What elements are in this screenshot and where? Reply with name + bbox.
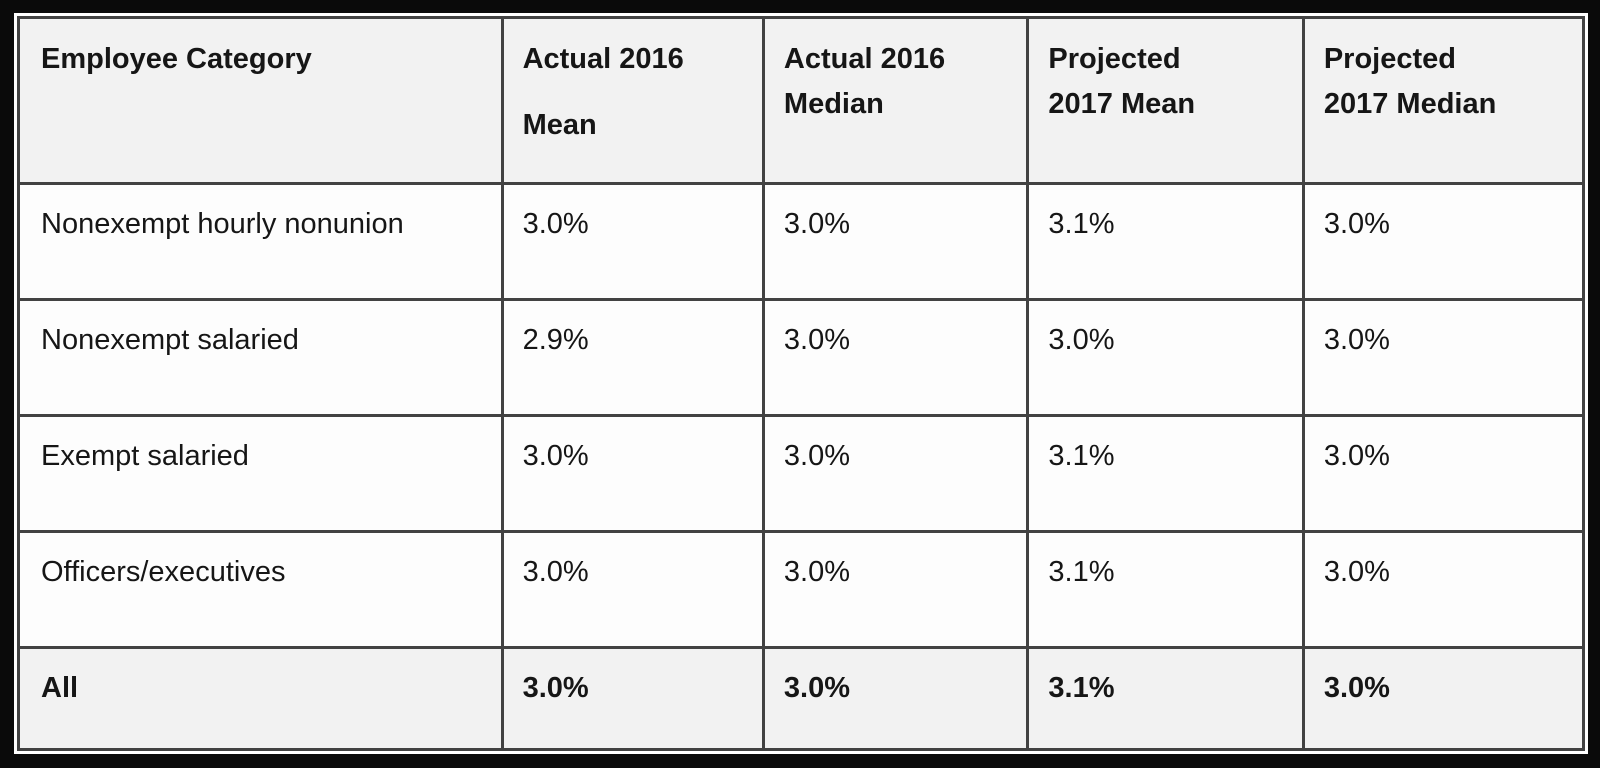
cell-projected-2017-mean: 3.1%	[1026, 646, 1305, 751]
cell-projected-2017-median: 3.0%	[1301, 414, 1586, 534]
cell-projected-2017-median: 3.0%	[1301, 646, 1586, 751]
header-label-line: Mean	[522, 109, 597, 141]
table-row-exempt-salaried: Exempt salaried 3.0% 3.0% 3.1% 3.0%	[17, 414, 1586, 534]
header-cell-actual-2016-median: Actual 2016 Median	[761, 16, 1030, 185]
cell-projected-2017-mean: 3.1%	[1026, 414, 1305, 534]
cell-actual-2016-median: 3.0%	[761, 530, 1030, 650]
cell-actual-2016-median: 3.0%	[761, 298, 1030, 418]
salary-increase-table: Employee Category Actual 2016 Mean Actua…	[17, 16, 1586, 751]
cell-projected-2017-mean: 3.1%	[1026, 181, 1305, 302]
cell-projected-2017-mean: 3.1%	[1026, 530, 1305, 650]
cell-actual-2016-mean: 3.0%	[500, 646, 765, 751]
header-label-line: Projected	[1048, 43, 1181, 75]
header-label-line: 2017 Median	[1323, 88, 1497, 120]
header-label-line: Actual 2016	[522, 43, 684, 75]
row-category: Exempt salaried	[17, 414, 504, 534]
cell-projected-2017-mean: 3.0%	[1026, 298, 1305, 418]
header-cell-projected-2017-mean: Projected 2017 Mean	[1026, 16, 1305, 185]
salary-increase-table-wrap: Employee Category Actual 2016 Mean Actua…	[14, 13, 1588, 754]
cell-projected-2017-median: 3.0%	[1301, 181, 1586, 302]
row-category: All	[17, 646, 504, 751]
header-cell-projected-2017-median: Projected 2017 Median	[1301, 16, 1586, 185]
cell-actual-2016-median: 3.0%	[761, 414, 1030, 534]
table-row-all-summary: All 3.0% 3.0% 3.1% 3.0%	[17, 646, 1586, 751]
cell-actual-2016-mean: 2.9%	[500, 298, 765, 418]
row-category: Officers/executives	[17, 530, 504, 650]
header-cell-actual-2016-mean: Actual 2016 Mean	[500, 16, 765, 185]
header-label-line: Projected	[1323, 43, 1457, 75]
cell-actual-2016-mean: 3.0%	[500, 530, 765, 650]
header-label-line: Median	[783, 88, 884, 120]
table-row-nonexempt-salaried: Nonexempt salaried 2.9% 3.0% 3.0% 3.0%	[17, 298, 1586, 418]
table-row-nonexempt-hourly-nonunion: Nonexempt hourly nonunion 3.0% 3.0% 3.1%…	[17, 181, 1586, 302]
row-category: Nonexempt salaried	[17, 298, 504, 418]
cell-projected-2017-median: 3.0%	[1301, 530, 1586, 650]
cell-projected-2017-median: 3.0%	[1301, 298, 1586, 418]
table-row-officers-executives: Officers/executives 3.0% 3.0% 3.1% 3.0%	[17, 530, 1586, 650]
cell-actual-2016-mean: 3.0%	[500, 181, 765, 302]
header-label-line: 2017 Mean	[1048, 88, 1196, 120]
cell-actual-2016-median: 3.0%	[761, 646, 1030, 751]
header-cell-employee-category: Employee Category	[17, 16, 504, 185]
header-row: Employee Category Actual 2016 Mean Actua…	[17, 16, 1586, 185]
header-label: Employee Category	[41, 43, 312, 75]
cell-actual-2016-mean: 3.0%	[500, 414, 765, 534]
row-category: Nonexempt hourly nonunion	[17, 181, 504, 302]
cell-actual-2016-median: 3.0%	[761, 181, 1030, 302]
header-label-line: Actual 2016	[783, 43, 946, 75]
